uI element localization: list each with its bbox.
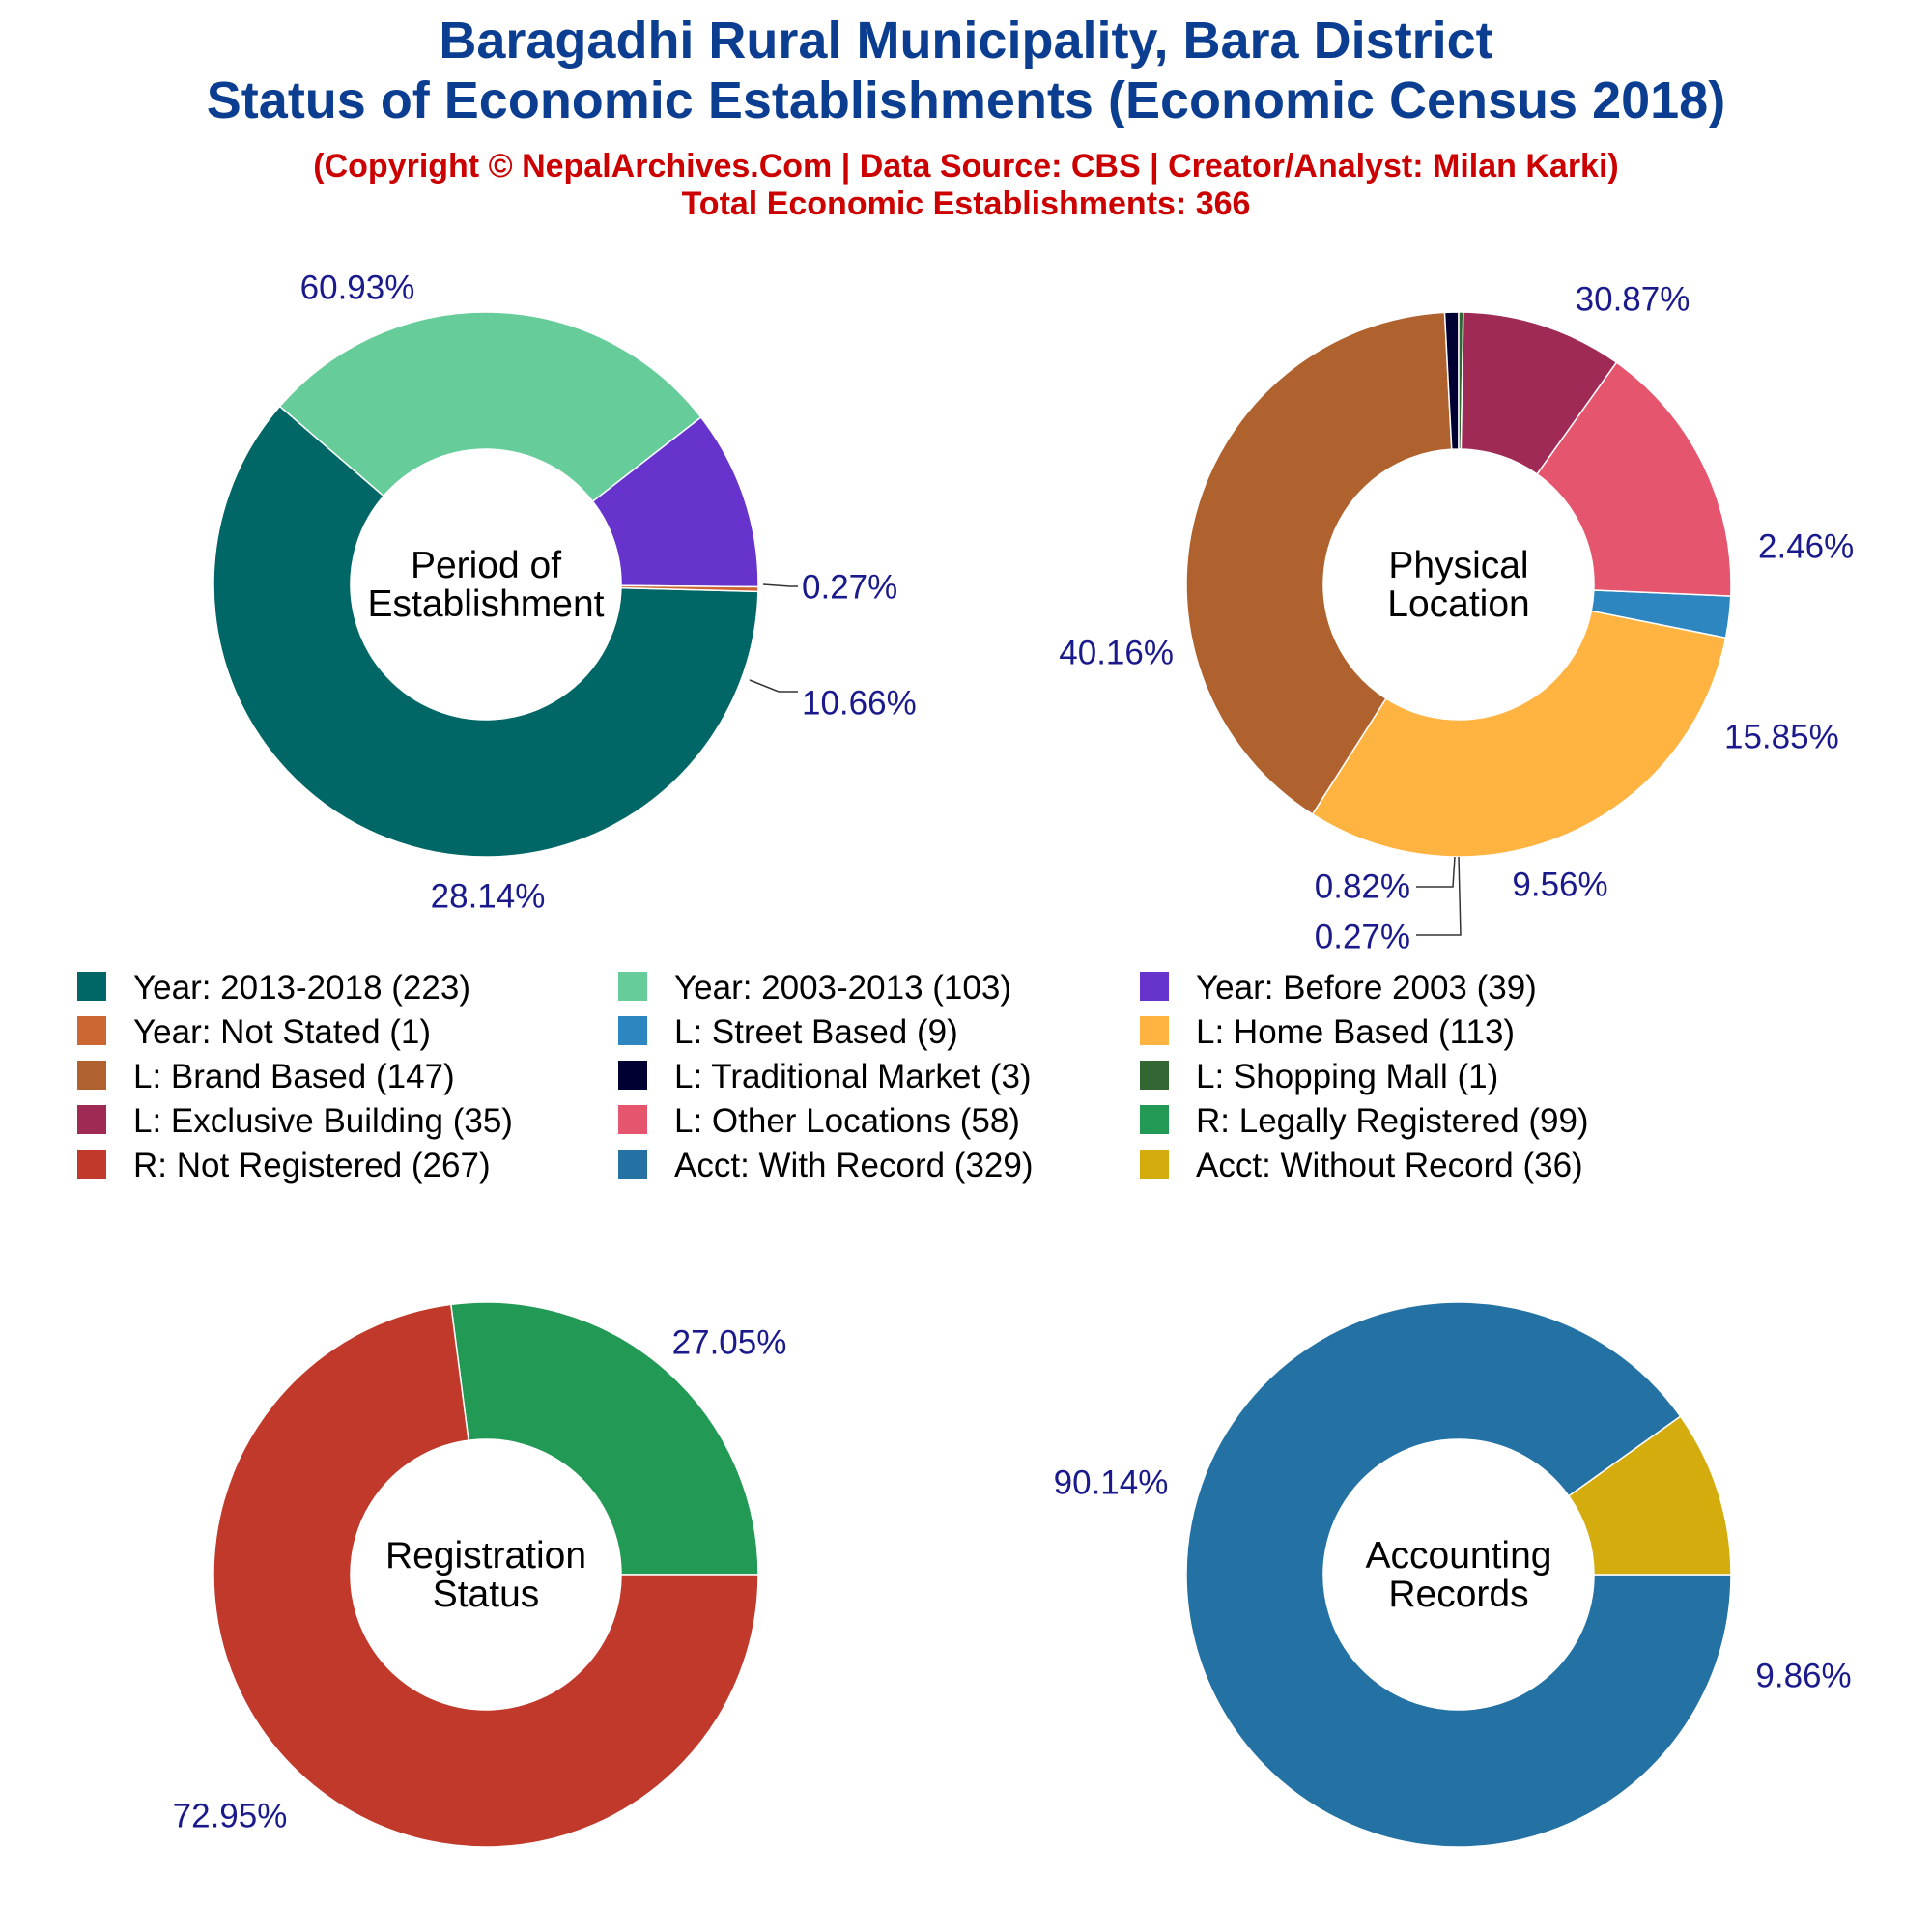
- legend-label: Year: 2003-2013 (103): [674, 969, 1011, 1007]
- slice-percent-label: 30.87%: [1576, 280, 1690, 318]
- donut-center-label: Establishment: [368, 583, 605, 625]
- legend-swatch: [1140, 1105, 1169, 1134]
- legend-swatch: [1140, 1061, 1169, 1090]
- legend-item: L: Exclusive Building (35): [77, 1102, 513, 1140]
- legend-item: Year: Before 2003 (39): [1140, 969, 1537, 1007]
- legend-item: Acct: With Record (329): [618, 1147, 1034, 1184]
- slice-percent-label: 0.27%: [802, 568, 897, 606]
- legend-item: Year: 2013-2018 (223): [77, 969, 470, 1007]
- pie-slice: [1311, 610, 1727, 858]
- slice-percent-label: 60.93%: [300, 269, 415, 306]
- legend-item: R: Not Registered (267): [77, 1147, 491, 1184]
- slice-percent-label: 40.16%: [1059, 634, 1174, 671]
- slice-percent-label: 28.14%: [431, 877, 546, 915]
- pie-slice: [1536, 361, 1732, 597]
- label-leader-line: [1416, 856, 1462, 936]
- legend-label: Year: Not Stated (1): [133, 1013, 431, 1051]
- legend-label: L: Other Locations (58): [674, 1102, 1020, 1140]
- donut-center-label: Status: [433, 1574, 540, 1615]
- chart-title-line2: Status of Economic Establishments (Econo…: [207, 71, 1725, 129]
- donut-center-label: Physical: [1388, 545, 1528, 586]
- legend-item: L: Street Based (9): [618, 1013, 958, 1051]
- legend-item: R: Legally Registered (99): [1140, 1102, 1589, 1140]
- chart-subtitle-copyright: (Copyright © NepalArchives.Com | Data So…: [313, 148, 1618, 185]
- legend-swatch: [618, 1150, 647, 1179]
- donut-center-label: Location: [1387, 583, 1529, 625]
- legend-item: Year: 2003-2013 (103): [618, 969, 1011, 1007]
- slice-percent-label: 2.46%: [1758, 527, 1854, 565]
- legend-label: L: Exclusive Building (35): [133, 1102, 513, 1140]
- legend-label: Year: Before 2003 (39): [1196, 969, 1537, 1007]
- chart-title-line1: Baragadhi Rural Municipality, Bara Distr…: [439, 12, 1492, 70]
- legend-item: Year: Not Stated (1): [77, 1013, 431, 1051]
- legend-swatch: [618, 1061, 647, 1090]
- label-leader-line: [749, 679, 798, 693]
- label-leader-line: [1416, 856, 1456, 888]
- donut-chart: 60.93% 28.14% 10.66% 0.27% Period ofEstablis…: [213, 269, 917, 915]
- pie-slice: [449, 1301, 759, 1576]
- slice-percent-label: 10.66%: [802, 684, 917, 722]
- pie-slice: [1185, 1301, 1732, 1848]
- slice-percent-label: 0.27%: [1315, 918, 1410, 955]
- slice-percent-label: 72.95%: [173, 1797, 288, 1834]
- legend-label: L: Street Based (9): [674, 1013, 958, 1051]
- donut-center-label: Period of: [411, 545, 561, 586]
- legend-label: L: Brand Based (147): [133, 1058, 455, 1095]
- legend-swatch: [1140, 1016, 1169, 1045]
- slice-percent-label: 0.82%: [1315, 867, 1410, 905]
- legend-swatch: [618, 1105, 647, 1134]
- legend-label: L: Home Based (113): [1196, 1013, 1515, 1051]
- slice-percent-label: 9.86%: [1755, 1657, 1851, 1694]
- legend-item: Acct: Without Record (36): [1140, 1147, 1583, 1184]
- chart-subtitle-total: Total Economic Establishments: 366: [682, 185, 1251, 222]
- legend-swatch: [77, 1105, 106, 1134]
- donut-center-label: Registration: [385, 1535, 586, 1577]
- legend-label: Acct: Without Record (36): [1196, 1147, 1583, 1184]
- legend-label: R: Legally Registered (99): [1196, 1102, 1589, 1140]
- legend-item: L: Other Locations (58): [618, 1102, 1020, 1140]
- slice-percent-label: 90.14%: [1054, 1463, 1169, 1501]
- legend-item: L: Brand Based (147): [77, 1058, 455, 1095]
- slice-percent-label: 15.85%: [1724, 718, 1839, 755]
- legend-label: R: Not Registered (267): [133, 1147, 491, 1184]
- legend-item: L: Home Based (113): [1140, 1013, 1515, 1051]
- legend-swatch: [77, 1061, 106, 1090]
- donut-charts: 60.93% 28.14% 10.66% 0.27% Period ofEstablis…: [173, 269, 1854, 1848]
- legend-swatch: [77, 972, 106, 1001]
- legend-swatch: [618, 972, 647, 1001]
- donut-center-label: Accounting: [1366, 1535, 1552, 1577]
- legend-swatch: [77, 1150, 106, 1179]
- legend-swatch: [1140, 972, 1169, 1001]
- legend-label: L: Shopping Mall (1): [1196, 1058, 1498, 1095]
- legend-item: L: Traditional Market (3): [618, 1058, 1032, 1095]
- label-leader-line: [762, 583, 798, 587]
- donut-center-label: Records: [1388, 1574, 1528, 1615]
- pie-slice: [1185, 311, 1453, 815]
- chart-legend: Year: 2013-2018 (223) Year: 2003-2013 (10…: [77, 969, 1589, 1184]
- legend-swatch: [1140, 1150, 1169, 1179]
- legend-swatch: [618, 1016, 647, 1045]
- legend-label: L: Traditional Market (3): [674, 1058, 1032, 1095]
- donut-chart: 2.46% 30.87% 40.16% 0.82% 0.27% 9.56% 15.85% Ph…: [1059, 280, 1854, 955]
- legend-label: Acct: With Record (329): [674, 1147, 1034, 1184]
- pie-slice: [1567, 1415, 1732, 1576]
- slice-percent-label: 9.56%: [1512, 866, 1607, 903]
- pie-slice: [620, 584, 759, 593]
- legend-item: L: Shopping Mall (1): [1140, 1058, 1498, 1095]
- slice-percent-label: 27.05%: [672, 1323, 787, 1361]
- legend-swatch: [77, 1016, 106, 1045]
- pie-slice: [278, 311, 702, 503]
- pie-slice: [213, 405, 759, 858]
- legend-label: Year: 2013-2018 (223): [133, 969, 470, 1007]
- pie-slice: [213, 1303, 759, 1848]
